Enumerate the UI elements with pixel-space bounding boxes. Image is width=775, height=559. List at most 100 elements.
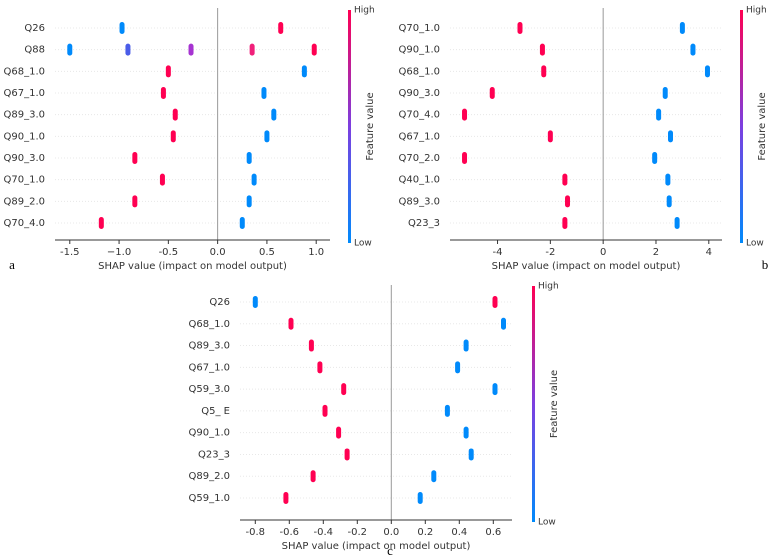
shap-cluster (271, 108, 277, 121)
shap-cluster (455, 361, 461, 374)
shap-cluster (492, 296, 498, 308)
feature-label: Q26 (24, 23, 45, 34)
shap-cluster (462, 152, 468, 164)
feature-label: Q70_4.0 (4, 218, 46, 229)
x-tick-label: -1.5 (60, 247, 80, 258)
feature-label: Q70_4.0 (399, 110, 441, 121)
x-tick-label: 0.0 (210, 247, 226, 258)
x-tick-label: -0.2 (348, 527, 368, 538)
shap-cluster (565, 195, 571, 208)
x-tick-label: 0.6 (485, 527, 501, 538)
shap-cluster (132, 152, 138, 164)
shap-cluster (246, 152, 252, 164)
shap-cluster (541, 65, 547, 78)
shap-cluster (336, 426, 342, 439)
colorbar-low: Low (354, 239, 372, 249)
shap-cluster (674, 217, 680, 229)
x-tick-label: -0.6 (280, 527, 300, 538)
panel-label: b (762, 257, 769, 272)
x-tick-label: 2 (653, 247, 659, 258)
x-axis-label: SHAP value (impact on model output) (492, 261, 681, 272)
shap-cluster (251, 173, 257, 186)
shap-cluster (261, 87, 267, 99)
shap-cluster (562, 217, 568, 229)
feature-label: Q67_1.0 (399, 131, 441, 142)
shap-cluster (119, 22, 125, 34)
x-tick-label: −1.0 (107, 247, 131, 258)
feature-label: Q68_1.0 (4, 66, 46, 77)
shap-cluster (308, 339, 314, 352)
shap-cluster (431, 470, 437, 483)
shap-cluster (252, 296, 258, 308)
shap-cluster (67, 43, 73, 56)
shap-cluster (463, 426, 469, 439)
shap-cluster (311, 43, 317, 56)
feature-label: Q90_3.0 (399, 88, 441, 99)
shap-cluster (539, 43, 545, 56)
shap-cluster (492, 383, 498, 396)
shap-cluster (679, 22, 685, 34)
shap-cluster (341, 383, 347, 396)
x-axis-label: SHAP value (impact on model output) (282, 541, 471, 552)
x-tick-label: -2 (545, 247, 555, 258)
feature-label: Q90_1.0 (189, 428, 231, 439)
shap-cluster (666, 195, 672, 208)
colorbar-label: Feature value (549, 370, 560, 438)
colorbar (348, 10, 351, 243)
panel-label: a (9, 257, 15, 272)
shap-cluster (662, 87, 668, 99)
shap-cluster (517, 22, 523, 34)
shap-cluster (132, 195, 138, 208)
feature-label: Q89_3.0 (189, 341, 231, 352)
x-tick-label: 0.5 (259, 247, 275, 258)
x-tick-label: -4 (493, 247, 503, 258)
x-tick-label: -0.5 (159, 247, 179, 258)
feature-label: Q59_1.0 (189, 493, 231, 504)
shap-cluster (468, 448, 474, 461)
x-tick-label: 4 (706, 247, 712, 258)
shap-cluster (463, 339, 469, 352)
feature-label: Q90_1.0 (399, 45, 441, 56)
colorbar-low: Low (538, 518, 556, 528)
shap-cluster (322, 404, 328, 417)
x-tick-label: -0.4 (314, 527, 334, 538)
x-tick-label: 0 (600, 247, 606, 258)
feature-label: Q23_3 (198, 449, 230, 460)
shap-cluster (656, 108, 662, 121)
feature-label: Q67_1.0 (4, 88, 46, 99)
shap-cluster (489, 87, 495, 99)
shap-cluster (547, 130, 553, 143)
feature-label: Q40_1.0 (399, 175, 441, 186)
shap-cluster (301, 65, 307, 78)
colorbar-low: Low (746, 239, 764, 249)
shap-cluster (283, 492, 289, 504)
shap-cluster (652, 152, 658, 164)
feature-label: Q89_2.0 (4, 196, 46, 207)
shap-cluster (317, 361, 323, 374)
feature-label: Q23_3 (408, 218, 440, 229)
shap-cluster (170, 130, 176, 143)
shap-cluster (501, 317, 506, 330)
shap-cluster (160, 87, 166, 99)
feature-label: Q89_2.0 (189, 471, 231, 482)
shap-cluster (417, 492, 423, 504)
shap-cluster (288, 317, 294, 330)
x-tick-label: 1.0 (308, 247, 324, 258)
panel-label: c (387, 543, 393, 558)
x-axis-label: SHAP value (impact on model output) (98, 261, 287, 272)
shap-cluster (278, 22, 284, 34)
shap-cluster (668, 130, 674, 143)
shap-cluster (264, 130, 270, 143)
shap-cluster (125, 43, 131, 56)
shap-cluster (562, 173, 568, 186)
shap-cluster (246, 195, 252, 208)
shap-cluster (188, 43, 194, 56)
colorbar (532, 286, 535, 522)
shap-cluster (704, 65, 710, 78)
feature-label: Q5_ E (201, 406, 230, 417)
shap-cluster (98, 217, 104, 229)
shap-cluster (165, 65, 171, 78)
shap-cluster (239, 217, 245, 229)
shap-cluster (444, 404, 450, 417)
